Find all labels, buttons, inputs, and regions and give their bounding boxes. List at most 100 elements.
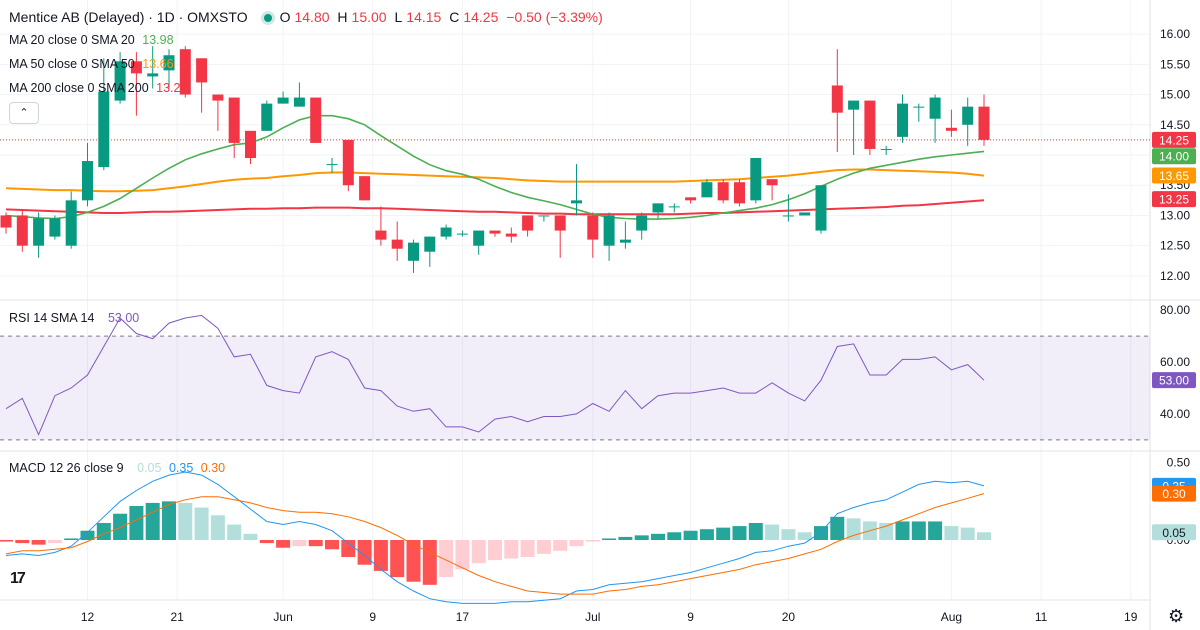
macd-signal-line (5, 493, 985, 595)
candle-body (799, 212, 811, 216)
macd-histogram-bar (455, 540, 470, 570)
price-tick-label: 13.00 (1160, 208, 1190, 222)
candle-body (782, 215, 794, 217)
candle-body (880, 148, 892, 150)
candle-body (717, 182, 729, 201)
candle-body (49, 218, 61, 237)
low-value: 14.15 (406, 9, 442, 25)
ma200-legend[interactable]: MA 200 close 0 SMA 200 13.27 (9, 81, 191, 95)
candle-body (701, 182, 713, 198)
time-tick-label: 19 (1124, 610, 1138, 624)
macd-line (5, 471, 985, 604)
ma50-legend[interactable]: MA 50 close 0 SMA 50 13.66 (9, 57, 178, 71)
candle-body (750, 158, 762, 201)
candle-body (538, 215, 550, 217)
macd-histogram-bar (748, 523, 763, 540)
macd-histogram-bar (47, 540, 62, 544)
macd-histogram-bar (716, 527, 731, 540)
macd-histogram-bar (129, 506, 144, 540)
candle-body (98, 91, 110, 168)
chevron-up-icon: ⌃ (19, 107, 29, 119)
candle-body (929, 97, 941, 119)
rsi-badge (1152, 372, 1196, 389)
ma200-line (5, 199, 985, 216)
ma50-line (5, 168, 985, 193)
candle-body (440, 227, 452, 237)
candle-body (945, 127, 957, 131)
price-badge-text: 13.65 (1159, 169, 1189, 183)
candle-body (293, 97, 305, 107)
open-value: 14.80 (294, 9, 330, 25)
high-value: 15.00 (351, 9, 387, 25)
price-badge-text: 13.25 (1159, 193, 1189, 207)
macd-badge-text: 0.05 (1162, 526, 1186, 540)
ma20-legend[interactable]: MA 20 close 0 SMA 20 13.98 (9, 33, 178, 47)
symbol-title[interactable]: Mentice AB (Delayed) · 1D · OMXSTO (9, 9, 248, 25)
rsi-legend[interactable]: RSI 14 SMA 14 53.00 (9, 311, 143, 325)
price-badge-text: 14.25 (1159, 133, 1189, 147)
candle-body (619, 239, 631, 243)
candle-body (636, 215, 648, 231)
candle-body (261, 103, 273, 131)
candle-body (962, 106, 974, 125)
candle-body (587, 215, 599, 240)
candle-body (897, 103, 908, 137)
macd-histogram-bar (634, 535, 649, 540)
candle-body (326, 164, 338, 166)
candle-body (65, 200, 77, 246)
candlestick-series (0, 46, 990, 273)
macd-histogram-bar (797, 532, 812, 540)
close-value: 14.25 (463, 9, 499, 25)
macd-histogram-bar (210, 515, 225, 540)
macd-histogram-bar (325, 540, 339, 550)
candle-body (505, 233, 517, 237)
macd-histogram-bar (145, 502, 160, 540)
macd-histogram-bar (194, 507, 209, 540)
time-tick-label: 21 (170, 610, 184, 624)
candle-body (114, 61, 126, 101)
gear-icon[interactable]: ⚙ (1168, 606, 1184, 627)
macd-histogram-bar (536, 540, 551, 554)
time-tick-label: 9 (369, 610, 376, 624)
macd-legend[interactable]: MACD 12 26 close 9 0.05 0.35 0.30 (9, 461, 229, 475)
macd-histogram-bar (585, 540, 600, 542)
macd-histogram-bar (373, 540, 388, 571)
candle-body (245, 130, 256, 159)
market-status-icon (263, 13, 272, 22)
macd-histogram-bar (64, 538, 79, 540)
macd-histogram-bar (227, 524, 242, 540)
price-badge (1152, 131, 1196, 148)
candle-body (424, 236, 436, 252)
candle-body (212, 94, 224, 101)
rsi-band (0, 335, 1150, 441)
candle-body (848, 100, 860, 110)
macd-histogram-bar (732, 526, 747, 540)
macd-histogram-bar (292, 540, 307, 547)
candle-body (375, 230, 387, 240)
high-label: H (337, 9, 348, 25)
candle-body (179, 49, 191, 95)
price-tick-label: 15.50 (1160, 57, 1190, 71)
low-label: L (394, 9, 403, 25)
macd-histogram-bar (683, 530, 698, 540)
macd-histogram-bar (390, 540, 405, 578)
price-tick-label: 14.50 (1160, 118, 1190, 132)
macd-histogram-bar (618, 536, 633, 540)
macd-histogram-bar (520, 540, 535, 557)
collapse-legend-button[interactable]: ⌃ (9, 102, 39, 124)
macd-histogram-bar (276, 540, 291, 548)
candle-body (652, 203, 664, 213)
candle-body (734, 182, 745, 204)
rsi-tick-label: 40.00 (1160, 407, 1190, 421)
macd-histogram-bar (15, 540, 30, 544)
time-tick-label: 12 (81, 610, 95, 624)
macd-badge (1152, 524, 1196, 541)
macd-histogram-bar (765, 524, 780, 540)
macd-histogram-bar (781, 529, 796, 540)
candle-body (978, 106, 990, 140)
macd-histogram-bar (178, 502, 193, 540)
ma200-label: MA 200 close 0 SMA 200 (9, 81, 149, 95)
tradingview-logo[interactable]: 17 (10, 570, 38, 590)
macd-histogram-bar (0, 540, 13, 542)
